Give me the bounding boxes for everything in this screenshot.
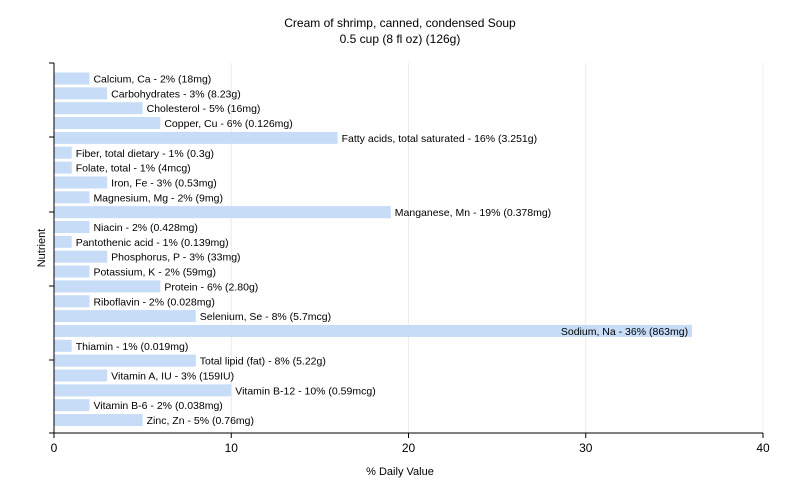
bar-4 bbox=[54, 131, 338, 144]
bar-1 bbox=[54, 87, 108, 100]
bar-label-21: Vitamin B-12 - 10% (0.59mcg) bbox=[235, 385, 375, 397]
bar-label-13: Potassium, K - 2% (59mg) bbox=[93, 267, 216, 279]
bar-0 bbox=[54, 72, 90, 85]
bar-label-19: Total lipid (fat) - 8% (5.22g) bbox=[200, 356, 326, 368]
bar-16 bbox=[54, 310, 196, 323]
x-tick-label-1: 10 bbox=[225, 441, 239, 455]
bar-23 bbox=[54, 414, 143, 427]
bar-label-22: Vitamin B-6 - 2% (0.038mg) bbox=[93, 400, 222, 412]
y-axis-label: Nutrient bbox=[36, 228, 48, 268]
x-tick-label-4: 40 bbox=[756, 441, 770, 455]
bar-label-8: Magnesium, Mg - 2% (9mg) bbox=[93, 192, 223, 204]
bar-15 bbox=[54, 295, 90, 308]
bar-label-4: Fatty acids, total saturated - 16% (3.25… bbox=[342, 133, 538, 145]
bar-20 bbox=[54, 369, 108, 382]
x-axis-label: % Daily Value bbox=[366, 466, 434, 478]
bar-13 bbox=[54, 265, 90, 278]
bar-18 bbox=[54, 339, 72, 352]
chart-subtitle: 0.5 cup (8 fl oz) (126g) bbox=[339, 32, 461, 46]
bar-2 bbox=[54, 102, 143, 115]
bar-label-0: Calcium, Ca - 2% (18mg) bbox=[93, 74, 211, 86]
bar-9 bbox=[54, 206, 391, 219]
bar-22 bbox=[54, 399, 90, 412]
x-tick-label-2: 20 bbox=[402, 441, 416, 455]
bar-label-10: Niacin - 2% (0.428mg) bbox=[93, 222, 197, 234]
bar-label-9: Manganese, Mn - 19% (0.378mg) bbox=[395, 207, 551, 219]
bar-label-23: Zinc, Zn - 5% (0.76mg) bbox=[147, 415, 254, 427]
x-tick-label-0: 0 bbox=[51, 441, 58, 455]
bar-7 bbox=[54, 176, 108, 189]
bar-label-2: Cholesterol - 5% (16mg) bbox=[147, 103, 261, 115]
bar-17 bbox=[54, 324, 693, 337]
bar-label-6: Folate, total - 1% (4mcg) bbox=[76, 163, 191, 175]
bar-label-12: Phosphorus, P - 3% (33mg) bbox=[111, 252, 240, 264]
x-tick-label-3: 30 bbox=[579, 441, 593, 455]
bar-label-5: Fiber, total dietary - 1% (0.3g) bbox=[76, 148, 214, 160]
bar-11 bbox=[54, 235, 72, 248]
bar-3 bbox=[54, 117, 161, 130]
bar-label-15: Riboflavin - 2% (0.028mg) bbox=[93, 296, 214, 308]
bar-8 bbox=[54, 191, 90, 204]
bar-21 bbox=[54, 384, 232, 397]
bar-19 bbox=[54, 354, 196, 367]
bar-label-17: Sodium, Na - 36% (863mg) bbox=[561, 326, 688, 338]
bar-6 bbox=[54, 161, 72, 174]
bar-10 bbox=[54, 221, 90, 233]
bar-label-16: Selenium, Se - 8% (5.7mcg) bbox=[200, 311, 331, 323]
chart-title: Cream of shrimp, canned, condensed Soup bbox=[284, 16, 516, 30]
bar-label-18: Thiamin - 1% (0.019mg) bbox=[76, 341, 189, 353]
bar-label-7: Iron, Fe - 3% (0.53mg) bbox=[111, 177, 217, 189]
bar-12 bbox=[54, 250, 108, 263]
bar-label-14: Protein - 6% (2.80g) bbox=[164, 281, 258, 293]
bar-label-3: Copper, Cu - 6% (0.126mg) bbox=[164, 118, 292, 130]
bar-label-20: Vitamin A, IU - 3% (159IU) bbox=[111, 371, 234, 383]
bar-label-1: Carbohydrates - 3% (8.23g) bbox=[111, 88, 241, 100]
bar-14 bbox=[54, 280, 161, 293]
bar-label-11: Pantothenic acid - 1% (0.139mg) bbox=[76, 237, 229, 249]
bar-5 bbox=[54, 146, 72, 159]
